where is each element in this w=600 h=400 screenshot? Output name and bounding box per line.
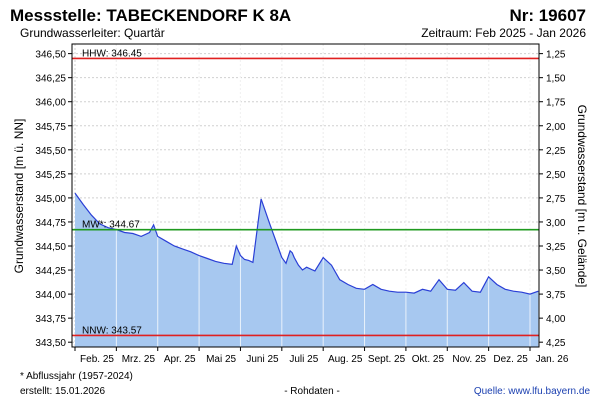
x-tick-label: Okt. 25 bbox=[412, 354, 445, 365]
x-tick-label: Dez. 25 bbox=[493, 354, 528, 365]
source-link[interactable]: Quelle: www.lfu.bayern.de bbox=[474, 386, 591, 397]
x-tick-label: Feb. 25 bbox=[80, 354, 114, 365]
y2-tick-label: 1,50 bbox=[546, 74, 566, 85]
series-line bbox=[74, 192, 539, 295]
y2-tick-label: 3,00 bbox=[546, 218, 566, 229]
y2-tick-label: 2,00 bbox=[546, 122, 566, 133]
series-area bbox=[75, 193, 539, 347]
y-tick-label: 344,00 bbox=[35, 290, 66, 301]
y-axis-label: Grundwasserstand [m ü. NN] bbox=[12, 119, 26, 274]
y2-tick-label: 2,50 bbox=[546, 170, 566, 181]
station-number: Nr: 19607 bbox=[509, 6, 586, 25]
y2-tick-label: 4,00 bbox=[546, 314, 566, 325]
rawdata-label: - Rohdaten - bbox=[284, 386, 340, 397]
y-tick-label: 346,25 bbox=[35, 74, 66, 85]
reference-label: HHW: 346.45 bbox=[82, 48, 142, 59]
y2-tick-label: 1,25 bbox=[546, 50, 566, 61]
y-axis-right: 1,25 1,50 1,75 2,00 2,25 2,50 2,75 3,00 3,25 3,50… bbox=[539, 50, 566, 349]
series-layer bbox=[74, 44, 539, 347]
chart-title: Messstelle: TABECKENDORF K 8A bbox=[10, 6, 291, 25]
x-tick-label: Apr. 25 bbox=[164, 354, 196, 365]
y2-axis-label: Grundwasserstand [m u. Gelände] bbox=[575, 105, 589, 288]
plot-frame bbox=[71, 43, 540, 348]
period-label: Zeitraum: Feb 2025 - Jan 2026 bbox=[421, 26, 586, 40]
reference-label: NNW: 343.57 bbox=[82, 325, 142, 336]
x-tick-label: Juni 25 bbox=[246, 354, 279, 365]
y-tick-label: 346,00 bbox=[35, 98, 66, 109]
y-tick-label: 345,00 bbox=[35, 194, 66, 205]
y-tick-label: 343,50 bbox=[35, 338, 66, 349]
x-tick-label: Mrz. 25 bbox=[122, 354, 156, 365]
y2-tick-label: 3,50 bbox=[546, 266, 566, 277]
x-tick-label: Jan. 26 bbox=[536, 354, 569, 365]
y2-tick-label: 3,75 bbox=[546, 290, 566, 301]
y-tick-label: 345,75 bbox=[35, 122, 66, 133]
reference-label: MW*: 344.67 bbox=[82, 220, 140, 231]
y2-tick-label: 2,25 bbox=[546, 146, 566, 157]
x-axis: Feb. 25 Mrz. 25 Apr. 25 Mai 25 Juni 25 Juli 2… bbox=[74, 347, 569, 365]
x-tick-label: Aug. 25 bbox=[328, 354, 363, 365]
x-tick-label: Mai 25 bbox=[206, 354, 236, 365]
y2-tick-label: 1,75 bbox=[546, 98, 566, 109]
y-tick-label: 346,50 bbox=[35, 50, 66, 61]
y-tick-label: 343,75 bbox=[35, 314, 66, 325]
y-tick-label: 344,50 bbox=[35, 242, 66, 253]
y2-tick-label: 2,75 bbox=[546, 194, 566, 205]
x-tick-label: Nov. 25 bbox=[452, 354, 486, 365]
created-date: erstellt: 15.01.2026 bbox=[20, 386, 105, 397]
y-tick-label: 344,25 bbox=[35, 266, 66, 277]
reference-lines: HHW: 346.45 MW*: 344.67 NNW: 343.57 bbox=[72, 48, 539, 336]
y-axis-left: 343,50 343,75 344,00 344,25 344,50 344,75 345,… bbox=[35, 50, 72, 349]
y2-tick-label: 3,25 bbox=[546, 242, 566, 253]
x-tick-label: Sept. 25 bbox=[368, 354, 406, 365]
y-tick-label: 344,75 bbox=[35, 218, 66, 229]
y-tick-label: 345,50 bbox=[35, 146, 66, 157]
y-tick-label: 345,25 bbox=[35, 170, 66, 181]
x-tick-label: Juli 25 bbox=[289, 354, 318, 365]
footnote: * Abflussjahr (1957-2024) bbox=[20, 371, 133, 382]
y2-tick-label: 4,25 bbox=[546, 338, 566, 349]
chart-subtitle: Grundwasserleiter: Quartär bbox=[20, 26, 165, 40]
